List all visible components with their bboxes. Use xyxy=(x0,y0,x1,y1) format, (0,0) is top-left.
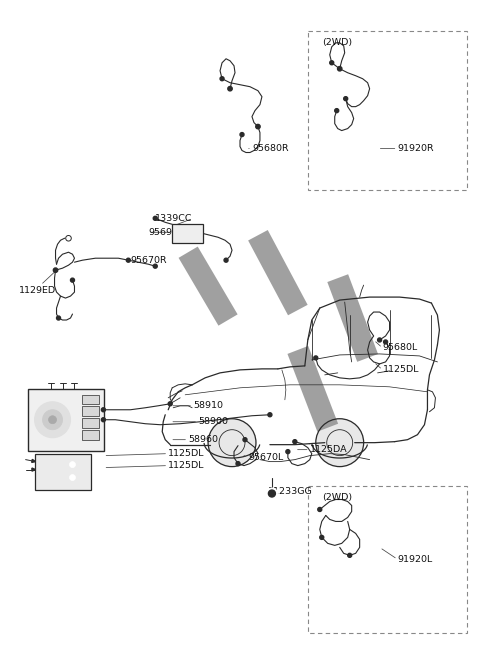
FancyBboxPatch shape xyxy=(82,419,99,428)
Circle shape xyxy=(228,86,232,91)
Polygon shape xyxy=(32,468,36,471)
Text: 11233GG: 11233GG xyxy=(268,487,312,496)
Circle shape xyxy=(268,490,276,497)
Circle shape xyxy=(314,356,318,360)
Circle shape xyxy=(384,340,387,344)
Text: 58910: 58910 xyxy=(193,402,223,410)
Text: 95670R: 95670R xyxy=(130,255,167,265)
Circle shape xyxy=(220,77,224,81)
Circle shape xyxy=(70,462,75,468)
FancyBboxPatch shape xyxy=(172,224,203,243)
Circle shape xyxy=(168,402,172,406)
Circle shape xyxy=(35,402,71,438)
Circle shape xyxy=(66,235,72,241)
Text: 1125DA: 1125DA xyxy=(310,445,348,454)
Text: (2WD): (2WD) xyxy=(322,493,352,502)
Circle shape xyxy=(43,410,62,430)
Text: (2WD): (2WD) xyxy=(322,39,352,47)
Circle shape xyxy=(53,268,58,272)
Circle shape xyxy=(48,416,57,424)
Bar xyxy=(308,485,468,633)
Circle shape xyxy=(378,338,382,342)
Text: 95690: 95690 xyxy=(148,228,178,236)
Circle shape xyxy=(335,109,339,113)
FancyBboxPatch shape xyxy=(82,430,99,440)
Text: 1125DL: 1125DL xyxy=(168,461,204,470)
Circle shape xyxy=(208,419,256,466)
Circle shape xyxy=(224,258,228,262)
Text: 91920L: 91920L xyxy=(397,555,433,564)
Text: 91920R: 91920R xyxy=(397,144,434,153)
Text: 95680L: 95680L xyxy=(383,343,418,352)
Circle shape xyxy=(101,418,106,422)
Circle shape xyxy=(268,413,272,417)
Bar xyxy=(308,31,468,191)
Circle shape xyxy=(344,97,348,101)
Circle shape xyxy=(236,462,240,466)
Text: 95670L: 95670L xyxy=(248,453,283,462)
Text: 1339CC: 1339CC xyxy=(155,214,193,223)
Circle shape xyxy=(71,278,74,282)
Circle shape xyxy=(266,488,277,499)
Text: 1125DL: 1125DL xyxy=(168,449,204,458)
FancyBboxPatch shape xyxy=(82,394,99,404)
Text: 58900: 58900 xyxy=(198,417,228,426)
Circle shape xyxy=(57,316,60,320)
Circle shape xyxy=(243,438,247,441)
Text: 58960: 58960 xyxy=(188,435,218,444)
Text: 95680R: 95680R xyxy=(252,144,288,153)
Text: 1129ED: 1129ED xyxy=(19,286,56,295)
Circle shape xyxy=(153,216,157,220)
FancyBboxPatch shape xyxy=(82,407,99,416)
Polygon shape xyxy=(32,459,36,462)
Circle shape xyxy=(101,408,106,412)
FancyBboxPatch shape xyxy=(28,389,104,451)
Circle shape xyxy=(337,67,342,71)
Circle shape xyxy=(293,440,297,443)
Circle shape xyxy=(70,475,75,481)
Circle shape xyxy=(330,61,334,65)
Circle shape xyxy=(316,419,364,466)
Circle shape xyxy=(348,553,352,557)
Circle shape xyxy=(240,132,244,136)
Text: 1125DL: 1125DL xyxy=(383,365,419,375)
Circle shape xyxy=(320,535,324,539)
Circle shape xyxy=(153,264,157,268)
Circle shape xyxy=(256,124,260,129)
Circle shape xyxy=(318,508,322,512)
Circle shape xyxy=(126,258,130,262)
Circle shape xyxy=(286,449,290,454)
FancyBboxPatch shape xyxy=(35,454,91,490)
